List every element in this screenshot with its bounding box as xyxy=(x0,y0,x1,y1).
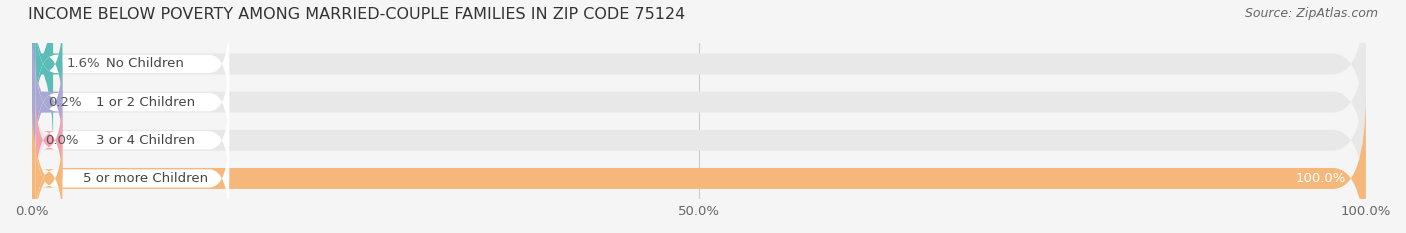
FancyBboxPatch shape xyxy=(35,16,229,112)
Text: 3 or 4 Children: 3 or 4 Children xyxy=(96,134,194,147)
Text: 0.2%: 0.2% xyxy=(48,96,82,109)
FancyBboxPatch shape xyxy=(32,93,1365,233)
Text: INCOME BELOW POVERTY AMONG MARRIED-COUPLE FAMILIES IN ZIP CODE 75124: INCOME BELOW POVERTY AMONG MARRIED-COUPL… xyxy=(28,7,685,22)
FancyBboxPatch shape xyxy=(20,0,65,149)
FancyBboxPatch shape xyxy=(35,54,229,150)
Text: 1.6%: 1.6% xyxy=(66,58,100,70)
FancyBboxPatch shape xyxy=(35,92,62,188)
Text: 1 or 2 Children: 1 or 2 Children xyxy=(96,96,194,109)
FancyBboxPatch shape xyxy=(32,17,1365,187)
FancyBboxPatch shape xyxy=(32,0,1365,149)
FancyBboxPatch shape xyxy=(32,93,1365,233)
Text: No Children: No Children xyxy=(107,58,184,70)
FancyBboxPatch shape xyxy=(35,16,62,112)
FancyBboxPatch shape xyxy=(32,55,1365,225)
FancyBboxPatch shape xyxy=(1,17,65,187)
FancyBboxPatch shape xyxy=(35,130,62,226)
FancyBboxPatch shape xyxy=(35,130,229,226)
Text: Source: ZipAtlas.com: Source: ZipAtlas.com xyxy=(1244,7,1378,20)
FancyBboxPatch shape xyxy=(35,92,229,188)
Text: 100.0%: 100.0% xyxy=(1295,172,1346,185)
Text: 0.0%: 0.0% xyxy=(45,134,79,147)
FancyBboxPatch shape xyxy=(35,54,62,150)
Text: 5 or more Children: 5 or more Children xyxy=(83,172,208,185)
